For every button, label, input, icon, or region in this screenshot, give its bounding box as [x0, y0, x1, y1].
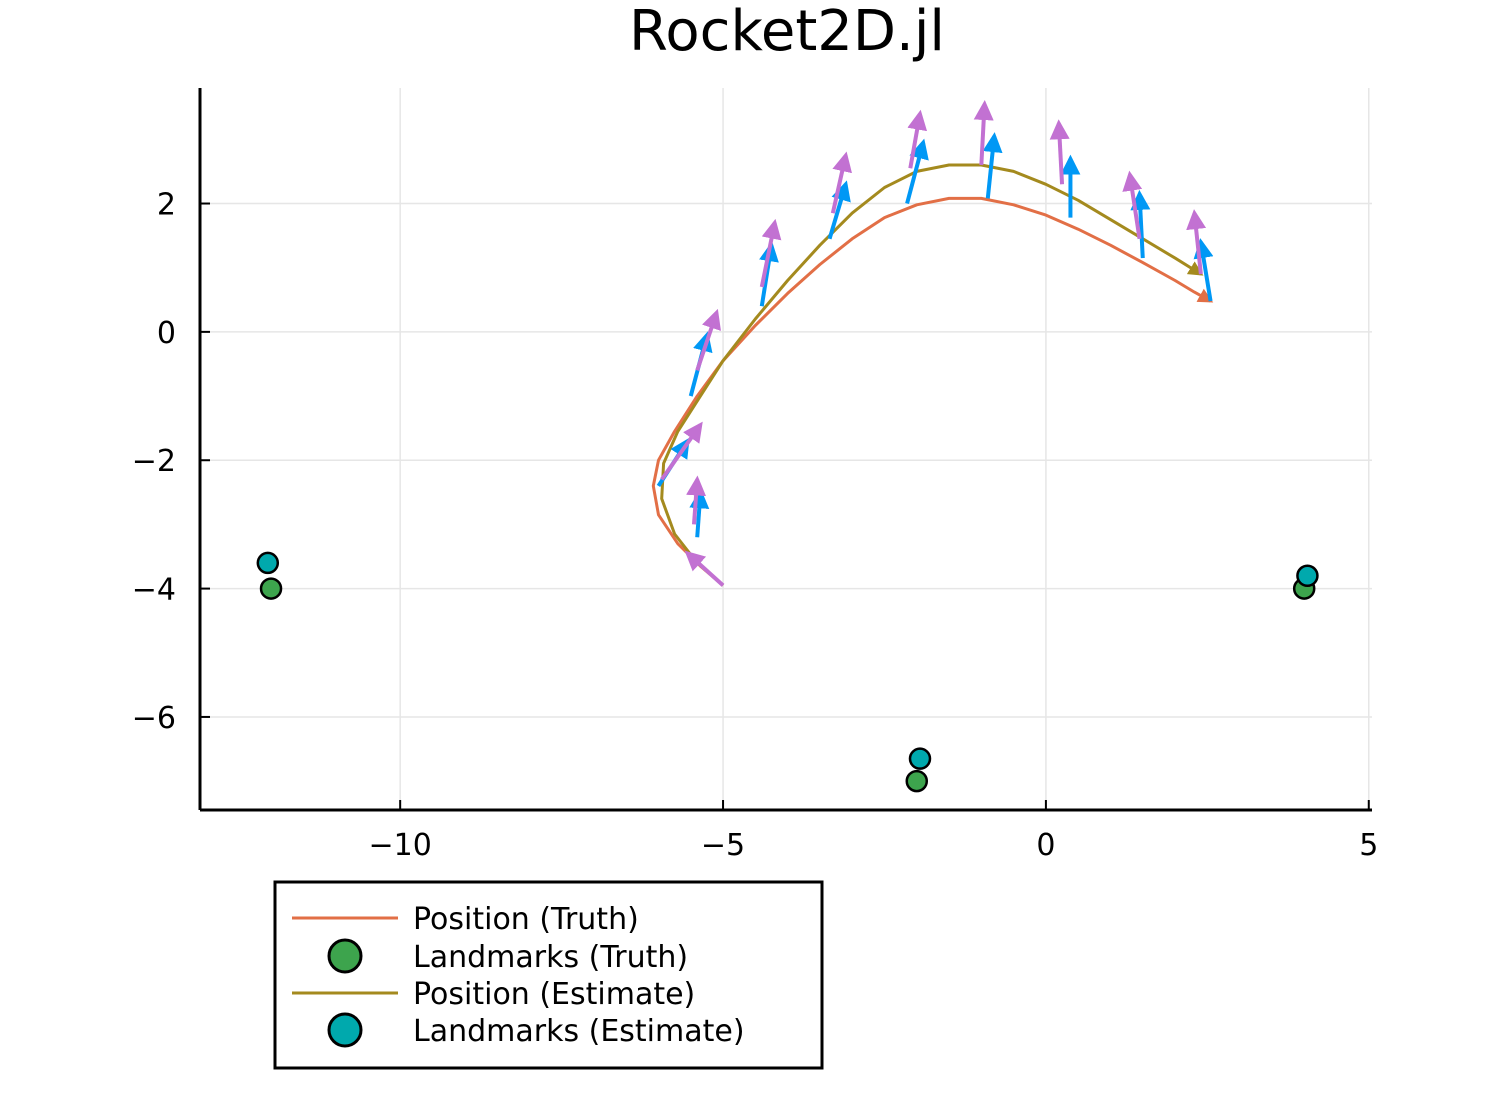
heading-arrow-estimate — [660, 421, 703, 481]
y-tick-label: 2 — [157, 188, 176, 223]
x-tick-labels: −10 −5 0 5 — [369, 828, 1379, 863]
heading-arrow-estimate — [1186, 209, 1207, 275]
heading-arrow-truth — [905, 138, 929, 205]
landmark-point-estimate — [1296, 564, 1319, 588]
legend-label-position-truth: Position (Truth) — [413, 902, 639, 937]
y-tick-label: 0 — [157, 316, 176, 351]
y-tick-label: −2 — [132, 444, 176, 479]
heading-arrow-estimate — [684, 550, 725, 587]
landmark-markers — [256, 551, 1319, 793]
landmark-point-truth — [259, 577, 283, 600]
series-lines — [651, 163, 1214, 587]
legend: Position (Truth) Landmarks (Truth) Posit… — [273, 880, 824, 1070]
legend-label-landmarks-estimate: Landmarks (Estimate) — [413, 1014, 745, 1049]
landmark-point-estimate — [908, 747, 932, 770]
heading-arrow-truth — [689, 488, 710, 538]
heading-arrow-estimate — [686, 475, 707, 525]
legend-label-landmarks-truth: Landmarks (Truth) — [413, 940, 688, 975]
series-line-position-estimate — [660, 163, 1204, 587]
chart-title: Rocket2D.jl — [629, 0, 945, 64]
heading-arrow-truth — [982, 132, 1003, 199]
landmark-point-estimate — [256, 551, 280, 575]
x-tick-label: 0 — [1036, 828, 1055, 863]
heading-arrow-estimate — [973, 100, 994, 166]
series-line-position-truth — [651, 196, 1214, 587]
heading-arrows — [656, 100, 1214, 587]
legend-swatch-landmarks-estimate — [327, 1012, 363, 1048]
x-tick-label: −10 — [369, 828, 432, 863]
legend-box — [273, 880, 824, 1070]
heading-arrow-truth — [827, 180, 851, 240]
heading-arrow-estimate — [1049, 119, 1070, 185]
y-tick-label: −6 — [132, 701, 176, 736]
heading-arrow-estimate — [907, 109, 928, 169]
legend-swatch-landmarks-truth — [327, 938, 363, 974]
heading-arrow-truth — [1130, 189, 1151, 259]
x-tick-label: −5 — [701, 828, 745, 863]
x-tick-label: 5 — [1359, 828, 1378, 863]
heading-arrow-estimate — [830, 151, 852, 214]
heading-arrow-truth — [1193, 238, 1214, 302]
legend-label-position-estimate: Position (Estimate) — [413, 977, 695, 1012]
landmark-point-truth — [905, 769, 929, 793]
heading-arrow-estimate — [1122, 170, 1143, 240]
y-tick-labels: −6 −4 −2 0 2 — [132, 188, 176, 736]
heading-arrow-estimate — [759, 218, 782, 288]
grid — [200, 88, 1372, 810]
heading-arrow-estimate — [695, 308, 721, 372]
y-tick-label: −4 — [132, 573, 176, 608]
axes — [198, 88, 1372, 812]
